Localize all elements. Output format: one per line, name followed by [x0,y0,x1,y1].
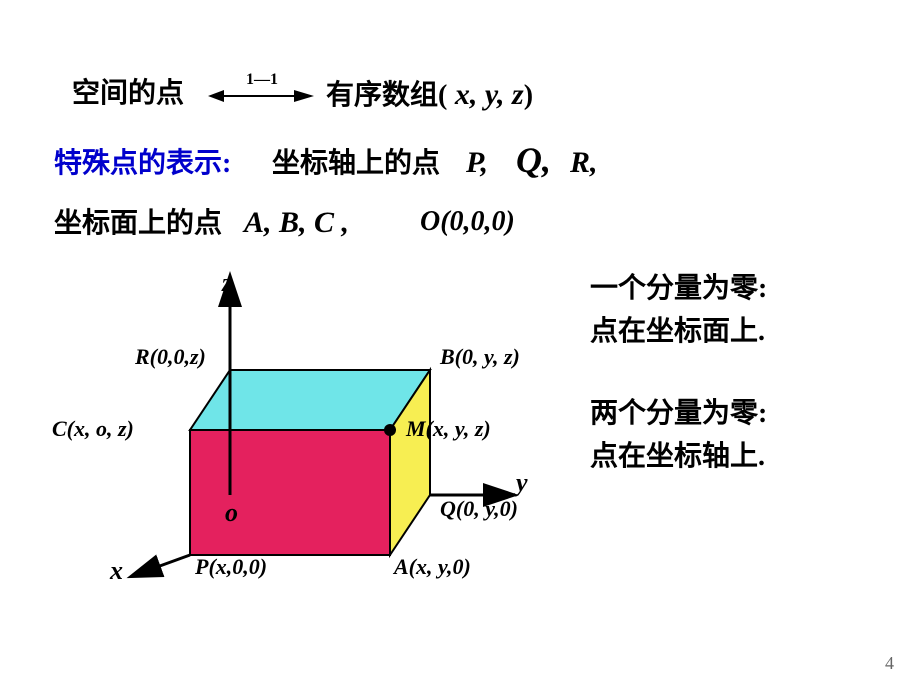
label-P: P(x,0,0) [195,556,267,578]
label-C: C(x, o, z) [52,418,134,440]
axis-z: z [222,270,232,296]
label-A: A(x, y,0) [394,556,471,578]
coord-diagram [0,0,560,620]
side3: 两个分量为零: [590,400,767,428]
axis-y: y [516,470,528,496]
axis-x: x [110,558,123,584]
label-Q: Q(0, y,0) [440,498,518,520]
label-M: M(x, y, z) [406,418,491,440]
page-number: 4 [885,653,894,674]
origin-label: o [225,500,238,526]
label-B: B(0, y, z) [440,346,520,368]
side2: 点在坐标面上. [590,318,765,346]
side1: 一个分量为零: [590,275,767,303]
label-R: R(0,0,z) [135,346,206,368]
line2-R: R, [570,148,598,178]
side4: 点在坐标轴上. [590,443,765,471]
